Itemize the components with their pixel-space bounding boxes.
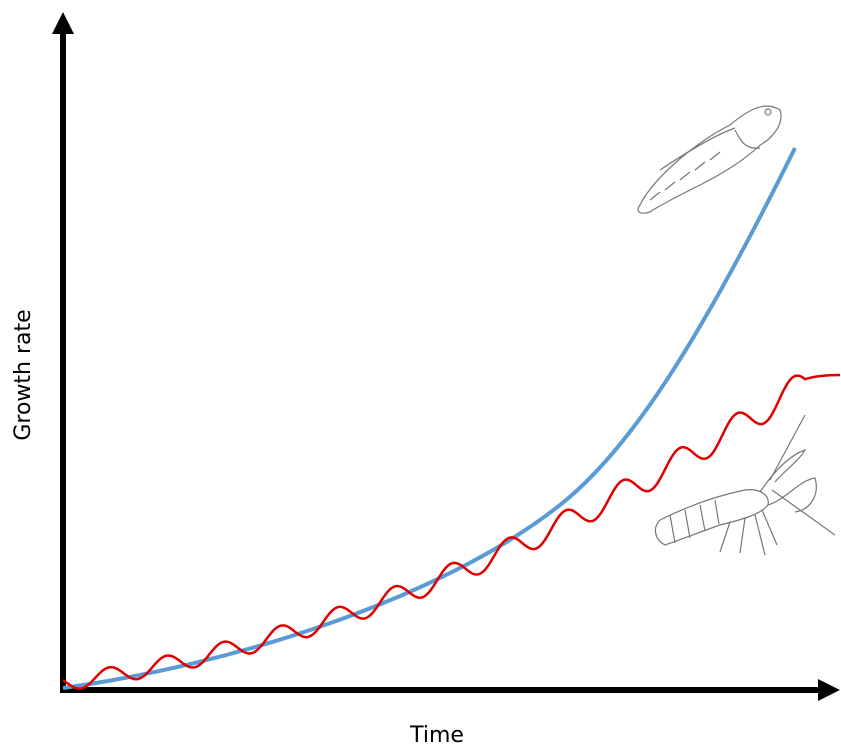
stepwise-growth-curve [63, 375, 840, 689]
fish-illustration [638, 106, 781, 213]
y-axis-arrow [52, 12, 74, 34]
lobster-illustration [655, 415, 835, 555]
y-axis-label: Growth rate [11, 309, 36, 440]
x-axis-label: Time [409, 723, 464, 748]
diagram: Growth rate Time [0, 0, 841, 751]
smooth-growth-curve [63, 148, 795, 688]
x-axis-arrow [818, 679, 840, 701]
